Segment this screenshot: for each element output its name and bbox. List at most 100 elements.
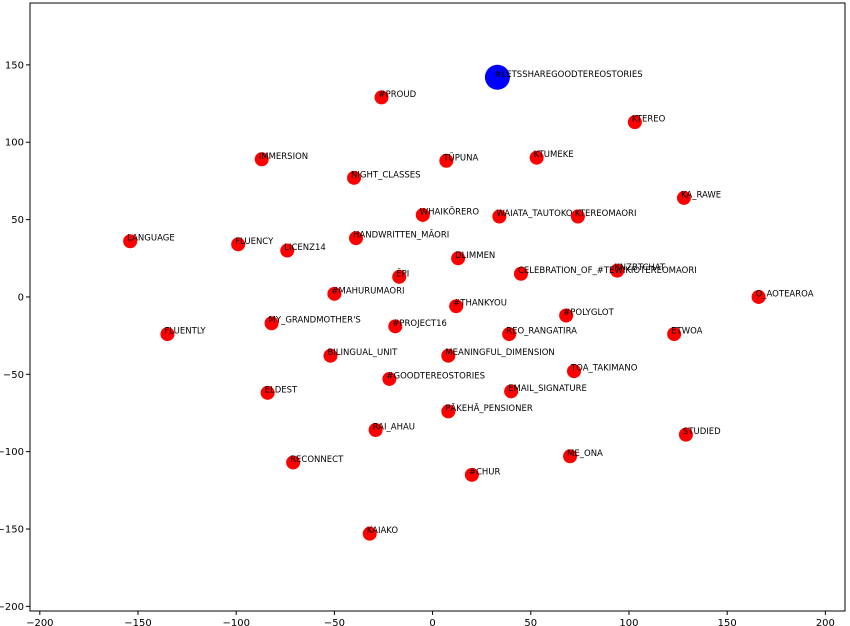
data-point-label: PĀKEHĀ_PENSIONER — [445, 403, 533, 414]
data-point-label: KAIAKO — [367, 526, 399, 536]
data-point — [231, 237, 246, 252]
data-point-label: #MAHURUMAORI — [331, 286, 404, 296]
data-point — [280, 243, 295, 258]
data-point-label: #LETSSHAREGOODTEREOSTORIES — [494, 70, 642, 80]
data-point — [678, 427, 693, 442]
data-point — [492, 209, 507, 224]
data-point-label: MY_GRANDMOTHER'S — [269, 316, 361, 326]
data-point — [362, 526, 377, 541]
data-point-label: IMMERSION — [259, 152, 308, 162]
data-point — [502, 327, 517, 342]
data-point-label: FLUENCY — [235, 237, 274, 247]
x-tick-label: 100 — [619, 618, 638, 626]
data-point-label: KA_RAWE — [681, 190, 721, 200]
data-point — [382, 371, 397, 386]
x-tick-label: 50 — [524, 618, 537, 626]
data-point — [566, 364, 581, 379]
data-point-label: #PROUD — [379, 90, 417, 100]
data-point — [323, 348, 338, 363]
data-point-label: WHAIKŌRERO — [420, 206, 480, 217]
x-tick-label: −150 — [124, 618, 151, 626]
y-tick-label: −200 — [0, 602, 24, 613]
x-tick-label: −100 — [222, 618, 249, 626]
data-point-label: KTEREO — [632, 115, 666, 125]
data-point — [368, 422, 383, 437]
data-point-label: RAI_AHAU — [373, 422, 415, 432]
data-point — [504, 384, 519, 399]
x-axis: −200 −150 −100 −50 0 50 100 150 200 — [26, 611, 835, 626]
data-point-label: #GOODTEREOSTORIES — [386, 371, 485, 381]
data-point — [347, 170, 362, 185]
data-point — [327, 286, 342, 301]
data-point-label: LICENZ14 — [284, 243, 326, 253]
data-point — [374, 90, 389, 105]
data-point-label: MEANINGFUL_DIMENSION — [445, 348, 555, 358]
data-point — [123, 234, 138, 249]
data-point — [610, 263, 625, 278]
data-point — [627, 115, 642, 130]
data-point-label: ETWOA — [671, 327, 703, 337]
x-tick-label: 200 — [816, 618, 835, 626]
data-point — [441, 404, 456, 419]
y-axis: −200 −150 −100 −50 0 50 100 150 — [0, 60, 30, 613]
data-point-label: KTUMEKE — [534, 150, 574, 160]
x-tick-label: −50 — [324, 618, 345, 626]
data-point — [667, 327, 682, 342]
data-point-label: KNZBTCHAT — [614, 263, 666, 273]
data-point-label: #PROJECT16 — [392, 319, 447, 329]
data-point — [349, 231, 363, 246]
highlighted-data-point — [484, 64, 510, 90]
x-tick-label: 150 — [718, 618, 737, 626]
data-point — [264, 316, 279, 331]
x-tick-label: 0 — [429, 618, 435, 626]
data-point — [451, 251, 466, 266]
data-point-label: BILINGUAL_UNIT — [327, 348, 398, 358]
data-point-label: RECONNECT — [290, 455, 344, 465]
data-point — [254, 152, 269, 167]
data-points: #LETSSHAREGOODTEREOSTORIES #PROUD KTEREO IM… — [123, 64, 814, 541]
y-tick-label: 150 — [5, 60, 24, 71]
y-tick-label: −100 — [0, 447, 24, 458]
data-point-label: ME_ONA — [567, 449, 603, 459]
data-point-label: TŪPUNA — [442, 152, 478, 163]
data-point-label: TOA_TAKIMANO — [570, 364, 638, 374]
data-point — [439, 153, 454, 168]
data-point-label: DLIMMEN — [455, 251, 495, 261]
data-point-label: HANDWRITTEN_MĀORI — [353, 230, 449, 241]
data-point-label: EMAIL_SIGNATURE — [508, 384, 587, 394]
data-point — [513, 266, 528, 281]
data-point — [464, 467, 479, 482]
data-point-label: REO_RANGATIRA — [506, 327, 577, 337]
data-point-label: WAIATA_TAUTOKO — [496, 209, 573, 219]
y-tick-label: −50 — [3, 370, 24, 381]
data-point — [676, 190, 691, 205]
data-point-label: CELEBRATION_OF_#TEWIKIOTEREOMAORI — [518, 266, 697, 276]
data-point-label: ĒPI — [396, 268, 409, 279]
data-point-label: NIGHT_CLASSES — [351, 170, 421, 180]
data-point — [286, 455, 301, 470]
y-tick-label: −150 — [0, 525, 24, 536]
data-point-label: FLUENTLY — [164, 327, 206, 337]
data-point — [570, 209, 585, 224]
data-point-label: #THANKYOU — [453, 299, 507, 309]
data-point-label: #POLYGLOT — [563, 308, 614, 318]
data-point-label: #CHUR — [469, 467, 501, 477]
data-point — [751, 289, 766, 304]
data-point — [392, 269, 407, 284]
x-tick-label: −200 — [26, 618, 53, 626]
data-point-label: KTEREOMAORI — [575, 209, 637, 219]
data-point — [441, 348, 456, 363]
data-point-label: STUDIED — [683, 427, 721, 437]
data-point-label: O_AOTEAROA — [756, 289, 814, 299]
y-tick-label: 0 — [18, 292, 24, 303]
y-tick-label: 50 — [11, 215, 24, 226]
data-point-label: ELDEST — [265, 385, 298, 395]
data-point — [529, 150, 544, 165]
data-point — [388, 319, 403, 334]
data-point — [160, 327, 175, 342]
data-point — [260, 385, 275, 400]
y-tick-label: 100 — [5, 138, 24, 149]
data-point — [559, 308, 574, 323]
data-point — [449, 299, 464, 314]
